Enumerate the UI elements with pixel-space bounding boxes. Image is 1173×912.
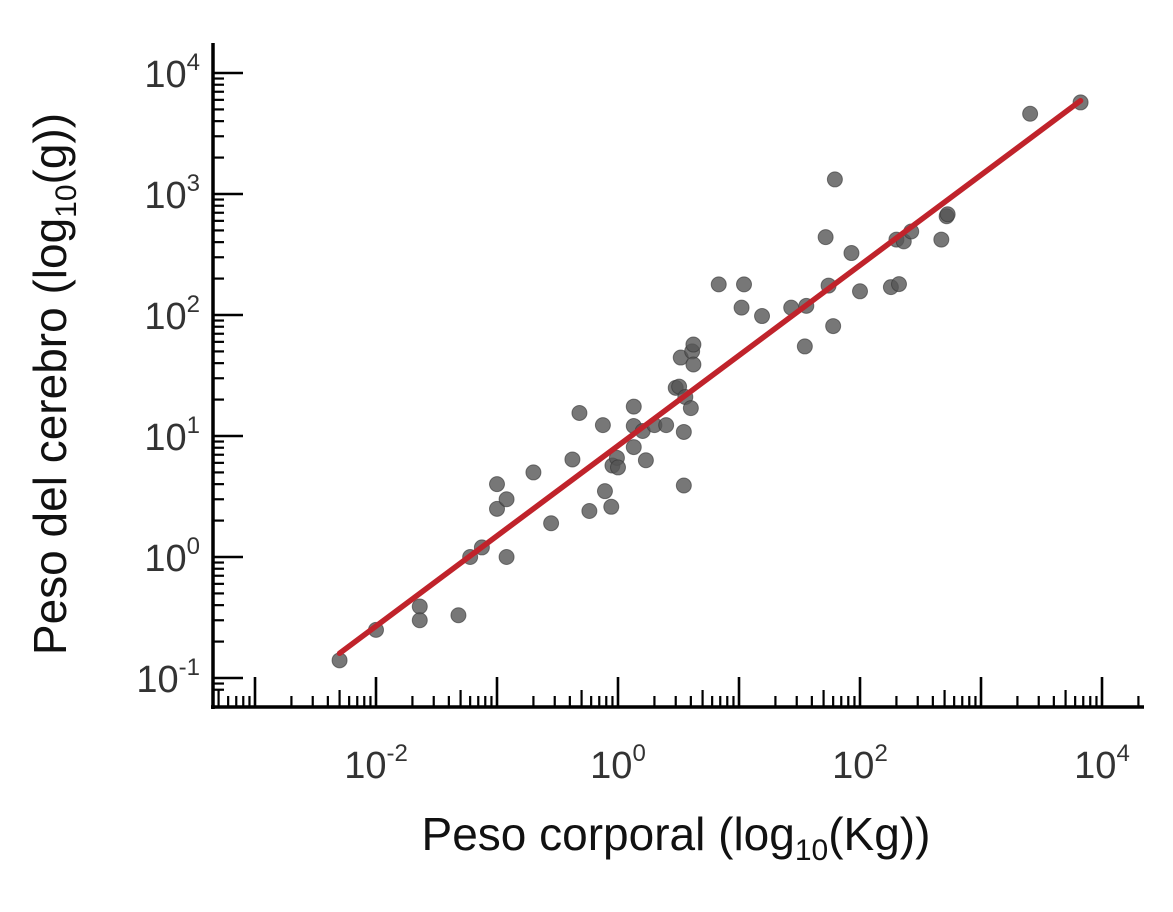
data-point (498, 491, 515, 508)
x-tick-label: 10-2 (344, 740, 408, 787)
data-point (411, 612, 428, 629)
x-tick-label: 104 (1074, 740, 1130, 787)
data-point (489, 476, 505, 493)
minor-ticks-x (217, 690, 1140, 707)
major-ticks-x (253, 677, 1104, 707)
data-point (450, 607, 467, 624)
data-point (675, 423, 692, 440)
y-tick-label: 103 (144, 170, 200, 217)
major-ticks-y (213, 71, 243, 680)
data-point (939, 206, 956, 223)
data-point (596, 483, 613, 500)
data-point (603, 498, 620, 515)
data-point (411, 598, 428, 615)
data-point (625, 398, 642, 415)
y-tick-label: 10-1 (136, 654, 200, 701)
data-point (817, 229, 834, 246)
minor-ticks-y (213, 77, 224, 691)
data-point (489, 500, 505, 517)
y-tick-label: 102 (144, 291, 200, 338)
data-point (658, 417, 675, 434)
y-tick-label: 101 (144, 412, 200, 459)
data-point (710, 276, 727, 293)
data-point (852, 283, 868, 300)
data-point (826, 171, 843, 188)
y-tick-label: 100 (144, 533, 200, 580)
data-point (581, 502, 598, 519)
data-point (498, 549, 515, 565)
fit-line (336, 97, 1084, 657)
data-point (543, 515, 560, 532)
data-point (825, 318, 842, 335)
x-tick-label: 102 (832, 740, 888, 787)
data-point (733, 299, 750, 316)
data-point (1022, 105, 1039, 122)
data-point (571, 404, 588, 421)
y-tick-label: 104 (144, 49, 200, 96)
data-point (675, 477, 692, 494)
data-point (637, 452, 654, 469)
data-point (736, 276, 753, 293)
data-point (796, 338, 813, 355)
x-tick-labels: 10-2 100 102 104 (344, 740, 1130, 787)
data-point (843, 245, 860, 262)
data-point (754, 308, 771, 325)
data-point (610, 459, 626, 476)
data-point (525, 464, 542, 481)
data-point (682, 400, 699, 417)
data-point (564, 451, 581, 468)
data-point (594, 417, 611, 434)
data-point (685, 336, 702, 353)
y-axis-title: Peso del cerebro (log10(g)) (24, 113, 83, 655)
data-point (625, 439, 642, 456)
x-tick-label: 100 (590, 740, 646, 787)
x-axis-title: Peso corporal (log10(Kg)) (422, 808, 931, 867)
data-point (933, 231, 950, 248)
data-point (890, 276, 907, 293)
y-tick-labels: 10-1 100 101 102 103 104 (136, 49, 200, 701)
data-point (685, 356, 702, 373)
